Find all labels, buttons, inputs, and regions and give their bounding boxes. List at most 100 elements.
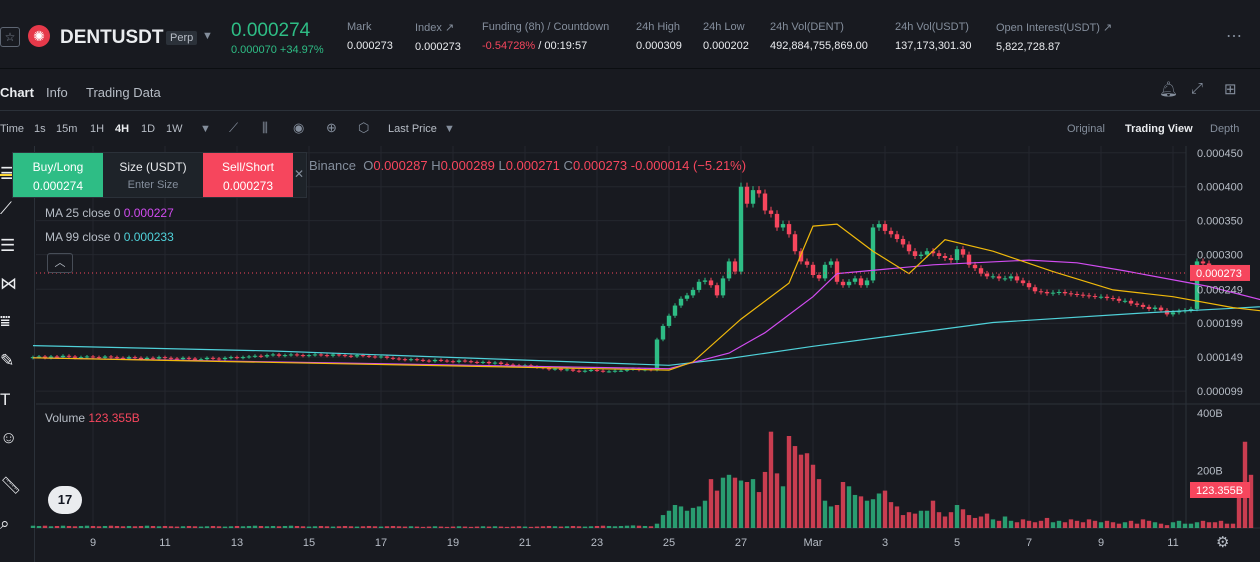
volume-bar (336, 526, 342, 528)
camera-icon[interactable]: ◉ (293, 120, 305, 135)
volume-bar (1188, 523, 1194, 528)
candle (1182, 310, 1188, 312)
volume-bar (1104, 520, 1110, 528)
candle (888, 230, 894, 235)
bell-icon[interactable]: 🔔︎ (1159, 81, 1179, 98)
add-indicator-icon[interactable]: ⊕ (326, 120, 337, 135)
candle (804, 261, 810, 265)
tab-chart[interactable]: Chart (0, 85, 34, 100)
candle (384, 356, 390, 358)
candle (702, 280, 708, 282)
candle-type-icon[interactable]: ⫼ (262, 120, 268, 135)
interval-15m[interactable]: 15m (56, 123, 78, 135)
volume-bar (282, 525, 288, 528)
candle (582, 370, 588, 372)
interval-1s[interactable]: 1s (34, 123, 46, 135)
volume-bar (186, 525, 192, 528)
interval-time[interactable]: Time (0, 123, 25, 135)
candle (948, 258, 954, 261)
fib-icon[interactable]: ⩸ (0, 312, 11, 331)
volume-bar (390, 525, 396, 528)
stat-24h-low: 24h Low 0.000202 (703, 21, 749, 52)
view-depth[interactable]: Depth (1210, 123, 1240, 135)
candle (318, 354, 324, 356)
horizontal-lines-icon[interactable]: ☰ (0, 236, 16, 255)
candle (660, 325, 666, 340)
candle (1038, 291, 1044, 293)
more-options-icon[interactable]: ⋯ (1226, 28, 1242, 45)
symbol-name[interactable]: DENTUSDT (60, 27, 164, 48)
candle (1098, 296, 1104, 298)
interval-4h[interactable]: 4H (115, 123, 130, 135)
volume-bar (816, 479, 822, 528)
menu-icon[interactable]: ☰ (0, 164, 16, 183)
candle (732, 261, 738, 272)
volume-bar (642, 525, 648, 528)
candle (360, 355, 366, 357)
brush-icon[interactable]: ✎ (0, 351, 15, 370)
price-type-select[interactable]: Last Price (388, 123, 437, 135)
volume-bar (402, 526, 408, 528)
volume-bar (600, 525, 606, 528)
exchange-name: Binance (309, 158, 356, 173)
stat-open-interest[interactable]: Open Interest(USDT) ↗ 5,822,728.87 (996, 21, 1112, 53)
sell-short-button[interactable]: Sell/Short 0.000273 (203, 153, 293, 197)
volume-bar (1146, 520, 1152, 528)
candle (516, 365, 522, 367)
trendline-icon[interactable]: ⟋ (0, 199, 12, 218)
current-price-tag-label: 0.000273 (1196, 268, 1242, 280)
volume-bar (498, 526, 504, 528)
view-original[interactable]: Original (1067, 123, 1105, 135)
tab-info[interactable]: Info (46, 85, 68, 100)
interval-1w[interactable]: 1W (166, 123, 183, 135)
candle (1110, 298, 1116, 300)
tab-trading-data[interactable]: Trading Data (86, 85, 161, 100)
tradingview-logo[interactable]: 17 (48, 486, 82, 514)
candle (918, 254, 924, 256)
candle (870, 227, 876, 281)
volume-bar (1068, 519, 1074, 528)
stat-value: 0.000202 (703, 40, 749, 52)
date-tick-label: Mar (804, 537, 823, 549)
chart-settings-gear-icon[interactable]: ⚙ (1216, 534, 1230, 551)
candle (426, 360, 432, 362)
volume-bar (1200, 520, 1206, 528)
pattern-icon[interactable]: ⋈ (0, 274, 17, 293)
layout-grid-icon[interactable]: ⊞ (1224, 81, 1237, 98)
candle (894, 234, 900, 240)
volume-bar (276, 526, 282, 528)
candle (414, 359, 420, 361)
symbol-dropdown-chevron-icon[interactable]: ▼ (202, 30, 213, 42)
candle (234, 357, 240, 359)
interval-1d[interactable]: 1D (141, 123, 156, 135)
emoji-icon[interactable]: ☺ (0, 428, 18, 447)
buy-long-button[interactable]: Buy/Long 0.000274 (13, 153, 103, 197)
interval-1h[interactable]: 1H (90, 123, 105, 135)
stat-index[interactable]: Index ↗ 0.000273 (415, 21, 461, 53)
text-icon[interactable]: T (0, 390, 11, 409)
candle (834, 261, 840, 282)
indicator-chart-icon[interactable]: ⟋ (229, 120, 239, 135)
candle (882, 224, 888, 231)
close-icon[interactable]: ✕ (294, 167, 305, 181)
candle (852, 278, 858, 282)
view-trading-view[interactable]: Trading View (1125, 123, 1193, 135)
candle (1122, 300, 1128, 302)
interval-more-chevron-icon[interactable]: ▼ (200, 123, 211, 135)
favorite-star-icon[interactable]: ☆ (0, 27, 20, 47)
candle (48, 356, 54, 358)
candle (774, 213, 780, 228)
ruler-icon[interactable]: 📏︎ (0, 476, 22, 495)
zoom-icon[interactable]: ⌕ (0, 514, 10, 533)
size-input[interactable]: Size (USDT) Enter Size (103, 153, 203, 197)
candle (72, 356, 78, 358)
expand-icon[interactable]: ⤢ (1191, 80, 1204, 97)
candle (270, 354, 276, 356)
candle (1176, 310, 1182, 313)
volume-bar (132, 526, 138, 528)
collapse-legend-chevron-icon[interactable]: ︿ (47, 253, 73, 273)
volume-bar (744, 482, 750, 528)
volume-bar (696, 506, 702, 528)
price-type-chevron-icon[interactable]: ▼ (444, 123, 455, 135)
settings-hex-icon[interactable]: ⬡ (358, 120, 370, 135)
